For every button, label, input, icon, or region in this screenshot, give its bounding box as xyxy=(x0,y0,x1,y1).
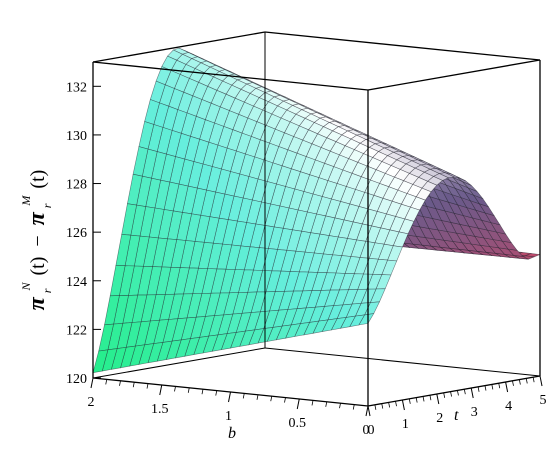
t-tick-label: 2 xyxy=(436,411,443,426)
t-tick-mark xyxy=(436,393,440,405)
t-minor-tick xyxy=(498,383,501,389)
t-minor-tick xyxy=(491,384,494,390)
z-tick-label: 120 xyxy=(66,372,87,387)
z-label-arg-1: (t) xyxy=(27,257,49,276)
b-minor-tick xyxy=(105,379,108,385)
box-edge xyxy=(264,347,541,377)
t-tick-label: 4 xyxy=(505,399,512,414)
t-minor-tick xyxy=(388,402,391,408)
z-label-arg-2: (t) xyxy=(27,170,49,189)
b-minor-tick xyxy=(339,403,341,409)
z-tick-label: 130 xyxy=(66,129,87,144)
z-tick-label: 128 xyxy=(66,178,87,193)
box-edge xyxy=(264,31,541,61)
z-label-sup-2: M xyxy=(19,195,33,207)
t-minor-tick xyxy=(457,390,459,396)
b-minor-tick xyxy=(242,393,245,399)
t-tick-mark xyxy=(470,387,474,399)
b-tick-label: 0.5 xyxy=(289,416,307,431)
t-minor-tick xyxy=(525,378,528,384)
t-tick-label: 3 xyxy=(471,405,478,420)
box-edge xyxy=(92,61,369,91)
t-minor-tick xyxy=(484,385,487,391)
surface-layer xyxy=(92,47,541,374)
b-tick-label: 1.5 xyxy=(151,402,169,417)
z-tick-label: 132 xyxy=(66,80,87,95)
box-edge xyxy=(92,31,266,63)
b-minor-tick xyxy=(270,396,273,402)
y-axis-label: t xyxy=(454,407,459,424)
b-minor-tick xyxy=(284,397,286,403)
z-label-sub-1: r xyxy=(40,288,54,293)
b-tick-label: 1 xyxy=(225,409,232,424)
b-minor-tick xyxy=(256,394,259,400)
b-tick-mark xyxy=(365,405,369,417)
b-tick-mark xyxy=(159,384,163,396)
t-tick-label: 5 xyxy=(540,393,547,408)
box-edge xyxy=(367,59,541,91)
t-minor-tick xyxy=(429,395,432,401)
t-tick-mark xyxy=(539,375,543,387)
b-tick-mark xyxy=(228,391,231,403)
box-edge xyxy=(92,347,266,379)
b-tick-label: 2 xyxy=(88,395,95,410)
z-tick-label: 124 xyxy=(66,275,87,290)
t-minor-tick xyxy=(532,377,535,383)
z-axis-label: π r N (t) − π r M (t) xyxy=(17,170,55,311)
t-tick-mark xyxy=(401,399,405,411)
t-minor-tick xyxy=(450,391,452,397)
t-minor-tick xyxy=(422,396,425,402)
t-minor-tick xyxy=(477,386,480,392)
z-label-minus: − xyxy=(27,235,49,246)
z-label-sub-2: r xyxy=(40,203,54,208)
b-minor-tick xyxy=(325,401,328,407)
t-tick-label: 1 xyxy=(402,417,409,432)
t-minor-tick xyxy=(395,401,397,407)
box-edge xyxy=(367,375,541,407)
b-minor-tick xyxy=(187,387,190,393)
t-tick-mark xyxy=(505,381,509,393)
t-tick-label: 0 xyxy=(368,423,375,438)
b-minor-tick xyxy=(215,390,218,396)
b-tick-mark xyxy=(296,398,300,410)
b-minor-tick xyxy=(311,400,314,406)
svg-text:π r N: π r N (t) − π r M (t) xyxy=(17,170,55,311)
x-axis-label: b xyxy=(228,425,236,442)
b-minor-tick xyxy=(132,382,135,388)
bounding-box-back xyxy=(92,32,541,379)
z-tick-label: 122 xyxy=(66,323,87,338)
t-minor-tick xyxy=(518,379,521,385)
b-tick-mark xyxy=(90,377,94,389)
b-minor-tick xyxy=(174,386,176,392)
ticks-layer: 120 122 124 126 128 130 132 2 1.5 1 0.5 00 1 2 3 4 5 xyxy=(66,80,547,438)
b-minor-tick xyxy=(146,383,149,389)
t-minor-tick xyxy=(374,404,377,410)
surface-cell xyxy=(92,349,109,374)
t-minor-tick xyxy=(408,398,411,404)
t-minor-tick xyxy=(443,392,446,398)
t-minor-tick xyxy=(381,403,384,409)
t-tick-mark xyxy=(367,405,371,417)
t-minor-tick xyxy=(415,397,418,403)
b-minor-tick xyxy=(352,404,355,410)
b-minor-tick xyxy=(119,380,121,386)
z-label-pi-1: π xyxy=(24,296,50,310)
b-minor-tick xyxy=(201,389,204,395)
z-label-sup-1: N xyxy=(19,282,33,292)
t-minor-tick xyxy=(463,389,466,395)
z-label-pi-2: π xyxy=(24,211,50,225)
t-minor-tick xyxy=(512,380,514,386)
z-tick-label: 126 xyxy=(66,226,87,241)
b-tick-label: 0 xyxy=(363,423,370,438)
